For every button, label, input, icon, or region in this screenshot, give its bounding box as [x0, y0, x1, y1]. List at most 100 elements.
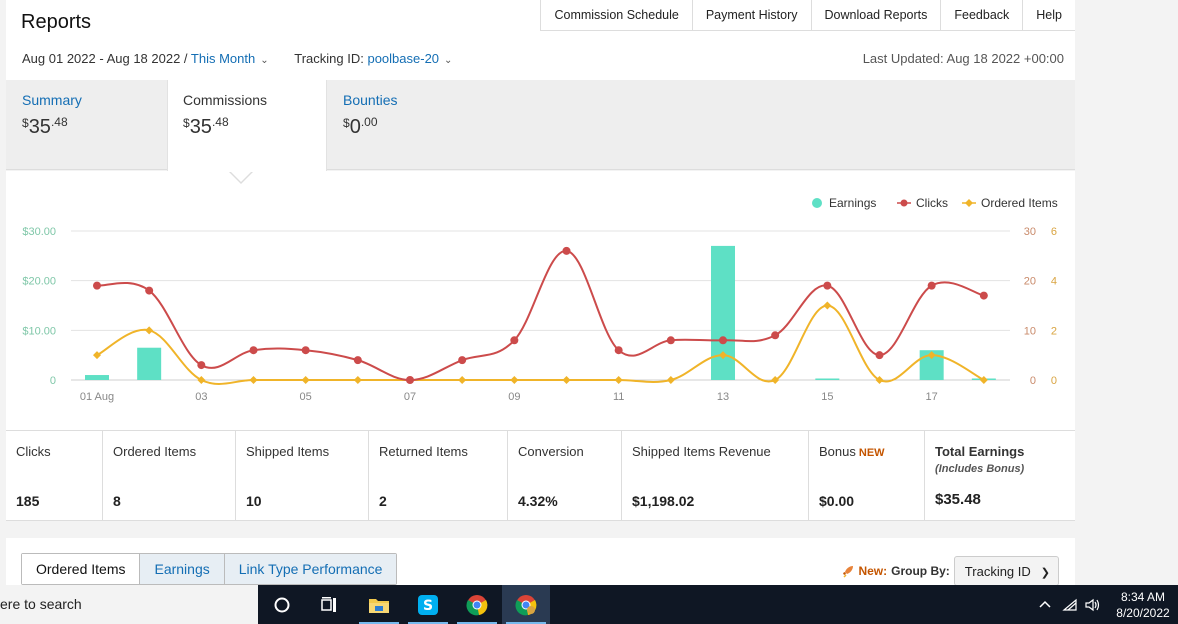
- x-tick-label: 05: [300, 391, 312, 403]
- legend-label: Ordered Items: [981, 196, 1058, 210]
- stat-value: 4.32%: [518, 493, 558, 509]
- y-tick-label: $20.00: [22, 276, 56, 288]
- clock-date: 8/20/2022: [1116, 605, 1170, 620]
- tab-summary[interactable]: Summary $35.48: [7, 80, 167, 170]
- group-by-value: Tracking ID: [964, 564, 1031, 579]
- stat-total-earnings: Total Earnings (Includes Bonus) $35.48: [925, 431, 1075, 520]
- active-tab-caret: [229, 171, 253, 184]
- report-header: Reports Commission Schedule Payment Hist…: [6, 0, 1075, 80]
- tab-earnings[interactable]: Earnings: [140, 554, 225, 584]
- x-tick-label: 01 Aug: [80, 391, 114, 403]
- clicks-point: [510, 336, 519, 345]
- wifi-icon[interactable]: [1062, 598, 1078, 612]
- help-link[interactable]: Help: [1023, 0, 1075, 30]
- date-range: Aug 01 2022 - Aug 18 2022 /: [22, 51, 188, 66]
- taskbar-search[interactable]: ere to search: [0, 585, 258, 624]
- group-by-control: New: Group By: Tracking ID ❯: [841, 556, 1059, 586]
- payment-history-link[interactable]: Payment History: [692, 0, 812, 30]
- chevron-down-icon: ⌄: [260, 55, 269, 66]
- stat-value: 8: [113, 493, 121, 509]
- stat-label: Returned Items: [379, 444, 468, 459]
- clicks-point: [875, 351, 884, 360]
- chrome-profile-icon[interactable]: [502, 585, 550, 624]
- period-dropdown[interactable]: This Month ⌄: [191, 51, 269, 66]
- download-reports-link[interactable]: Download Reports: [811, 0, 942, 30]
- svg-text:S: S: [423, 598, 433, 614]
- clicks-point: [197, 361, 206, 370]
- stat-returned-items: Returned Items 2: [369, 431, 508, 520]
- y-tick-label-clicks: 10: [1024, 325, 1036, 337]
- earnings-chart: $30.00 $20.00 $10.00 0 30 20 10 0 6 4 2 0 01 Aug 03 05…: [6, 171, 1075, 430]
- windows-taskbar: ere to search S 8:34 AM 8/20/2022: [0, 585, 1178, 624]
- chrome-icon[interactable]: [453, 585, 501, 624]
- stat-ordered-items: Ordered Items 8: [103, 431, 236, 520]
- ordered-items-point: [93, 351, 101, 360]
- skype-icon[interactable]: S: [404, 585, 452, 624]
- stat-value: $1,198.02: [632, 493, 695, 509]
- ordered-items-point: [719, 351, 727, 360]
- y-tick-label-clicks: 30: [1024, 226, 1036, 238]
- volume-icon[interactable]: [1084, 598, 1102, 612]
- legend-label: Clicks: [916, 196, 948, 210]
- clicks-point: [406, 376, 414, 384]
- clicks-point: [823, 281, 832, 290]
- stat-shipped-items: Shipped Items 10: [236, 431, 369, 520]
- ordered-items-point: [510, 376, 519, 384]
- y-tick-label-items: 6: [1051, 226, 1057, 238]
- period-label: This Month: [190, 51, 256, 66]
- task-view-icon[interactable]: [306, 585, 354, 624]
- rocket-icon: [843, 566, 854, 578]
- tab-bounties[interactable]: Bounties $0.00: [328, 80, 488, 170]
- tab-link-type-performance[interactable]: Link Type Performance: [224, 554, 397, 584]
- tracking-id-dropdown[interactable]: Tracking ID: poolbase-20 ⌄: [294, 51, 452, 66]
- tab-commissions-amount: $35.48: [183, 115, 229, 138]
- ordered-items-point: [562, 376, 571, 384]
- tab-commissions-label: Commissions: [183, 92, 268, 108]
- x-tick-label: 11: [613, 391, 624, 403]
- y-tick-label: $10.00: [22, 325, 56, 337]
- stat-label: Ordered Items: [113, 444, 197, 459]
- ordered-items-point: [823, 301, 832, 310]
- tab-commissions[interactable]: Commissions $35.48: [167, 80, 327, 173]
- ordered-items-point: [875, 376, 884, 384]
- group-by-label: Group By:: [891, 564, 950, 578]
- stats-row: Clicks 185 Ordered Items 8 Shipped Items…: [6, 430, 1075, 521]
- taskbar-clock[interactable]: 8:34 AM 8/20/2022: [1108, 589, 1178, 621]
- stat-label: Clicks: [16, 444, 51, 459]
- tab-ordered-items[interactable]: Ordered Items: [22, 554, 141, 584]
- cortana-icon[interactable]: [258, 585, 306, 624]
- commission-schedule-link[interactable]: Commission Schedule: [541, 0, 693, 30]
- tab-bounties-amount: $0.00: [343, 115, 378, 138]
- clicks-point: [771, 331, 780, 340]
- stat-value: 2: [379, 493, 387, 509]
- clicks-point: [666, 336, 675, 345]
- stat-label: Conversion: [518, 444, 584, 459]
- group-by-select[interactable]: Tracking ID ❯: [953, 556, 1059, 586]
- ordered-items-point: [249, 376, 258, 384]
- stat-value: $0.00: [819, 493, 855, 509]
- x-tick-label: 17: [926, 391, 938, 403]
- stat-clicks: Clicks 185: [6, 431, 103, 520]
- earnings-bar: [137, 347, 162, 380]
- legend-marker-clicks: [900, 199, 908, 207]
- stat-value: $35.48: [935, 491, 981, 508]
- x-tick-label: 09: [508, 391, 520, 403]
- chevron-up-icon[interactable]: [1038, 598, 1052, 612]
- stat-sublabel: (Includes Bonus): [935, 463, 1025, 475]
- stat-label: Shipped Items Revenue: [632, 444, 771, 459]
- reports-page: Reports Commission Schedule Payment Hist…: [6, 0, 1075, 588]
- feedback-link[interactable]: Feedback: [941, 0, 1024, 30]
- clicks-point: [93, 281, 101, 290]
- clicks-point: [719, 336, 727, 345]
- y-tick-label: $30.00: [22, 226, 56, 238]
- system-tray: 8:34 AM 8/20/2022: [1038, 585, 1178, 624]
- tab-summary-amount: $35.48: [22, 115, 68, 138]
- chevron-down-icon: ⌄: [444, 55, 453, 66]
- y-tick-label: 0: [50, 375, 56, 387]
- ordered-items-point: [666, 376, 675, 384]
- legend-label: Earnings: [829, 196, 876, 210]
- file-explorer-icon[interactable]: [355, 585, 403, 624]
- ordered-items-point: [927, 351, 936, 360]
- date-filter-row: Aug 01 2022 - Aug 18 2022 / This Month ⌄ …: [22, 51, 452, 66]
